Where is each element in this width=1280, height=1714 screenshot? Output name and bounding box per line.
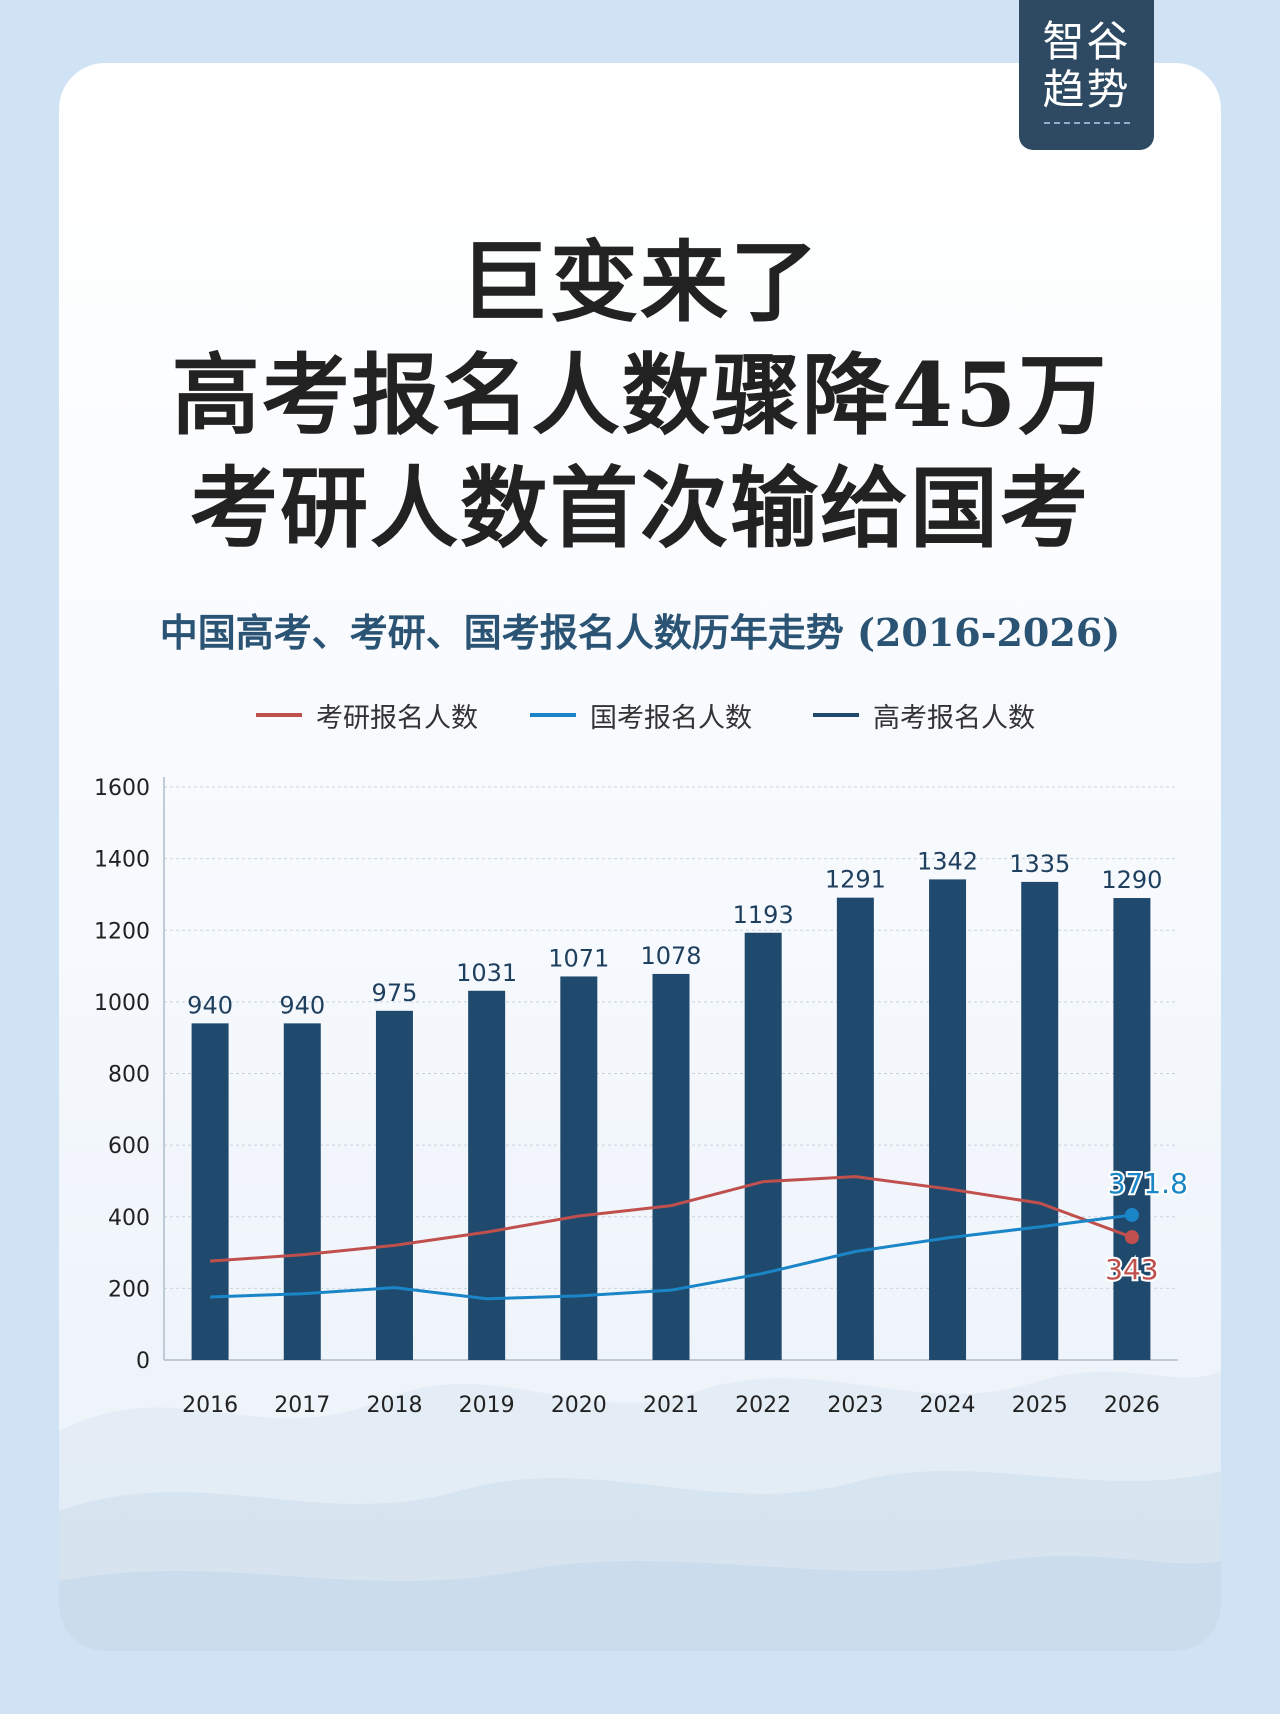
bar-gaokao <box>744 932 782 1360</box>
x-tick-label: 2026 <box>1104 1393 1160 1418</box>
bar-value-label: 940 <box>279 991 325 1019</box>
bar-value-label: 1290 <box>1101 866 1162 894</box>
end-label-kaoyan: 343 <box>1105 1253 1158 1286</box>
line-kaoyan-end-point <box>1124 1230 1139 1245</box>
y-tick-label: 1200 <box>94 919 150 944</box>
legend-item-kaoyan: 考研报名人数 <box>256 695 478 735</box>
headline-line3: 考研人数首次输给国考 <box>189 456 1090 560</box>
legend-item-guokao: 国考报名人数 <box>530 695 752 735</box>
legend-swatch-kaoyan <box>256 713 302 717</box>
brand-line1: 智谷 <box>1042 17 1131 66</box>
end-label-guokao: 371.8 <box>1108 1167 1188 1200</box>
bar-gaokao <box>283 1023 321 1360</box>
bar-value-label: 975 <box>372 979 418 1007</box>
line-guokao <box>210 1213 1133 1301</box>
line-guokao-end-point <box>1124 1207 1139 1222</box>
brand-divider <box>1043 122 1130 124</box>
headline-line2: 高考报名人数骤降45万 <box>171 343 1109 447</box>
bar-value-label: 1335 <box>1009 850 1070 878</box>
chart-title: 中国高考、考研、国考报名人数历年走势 (2016-2026) <box>159 610 1121 655</box>
bar-gaokao <box>652 973 690 1360</box>
bar-gaokao <box>1113 898 1151 1360</box>
mountain-background <box>59 1371 1221 1651</box>
bar-value-label: 1031 <box>456 959 517 987</box>
x-tick-label: 2023 <box>827 1393 883 1418</box>
x-tick-label: 2017 <box>274 1393 330 1418</box>
x-tick-label: 2024 <box>920 1393 976 1418</box>
x-tick-label: 2019 <box>459 1393 515 1418</box>
legend-swatch-gaokao <box>813 713 859 717</box>
bar-value-label: 1078 <box>640 942 701 970</box>
x-tick-label: 2018 <box>366 1393 422 1418</box>
x-tick-label: 2020 <box>551 1393 607 1418</box>
y-tick-label: 1400 <box>94 848 150 873</box>
y-tick-label: 0 <box>136 1349 150 1374</box>
chart-plot: 0 200 400 600 800 1000 1200 1400 1600 940 940 975 10… <box>94 776 1190 1418</box>
bar-value-label: 1193 <box>733 901 794 929</box>
bar-gaokao <box>375 1010 413 1360</box>
y-tick-label: 400 <box>108 1206 150 1231</box>
line-kaoyan <box>209 1175 1133 1263</box>
y-tick-label: 200 <box>108 1277 150 1302</box>
x-tick-label: 2021 <box>643 1393 699 1418</box>
legend-swatch-guokao <box>530 713 576 717</box>
bar-value-label: 1291 <box>825 866 886 894</box>
brand-line2: 趋势 <box>1042 65 1131 114</box>
y-tick-label: 600 <box>108 1134 150 1159</box>
bar-gaokao <box>560 976 598 1360</box>
y-tick-label: 800 <box>108 1063 150 1088</box>
x-tick-label: 2022 <box>735 1393 791 1418</box>
y-tick-label: 1600 <box>94 776 150 801</box>
x-tick-label: 2016 <box>182 1393 238 1418</box>
bar-gaokao <box>1021 881 1059 1360</box>
y-tick-label: 1000 <box>94 991 150 1016</box>
headline-line1: 巨变来了 <box>459 230 820 334</box>
legend-label-kaoyan: 考研报名人数 <box>316 702 478 734</box>
legend-label-guokao: 国考报名人数 <box>590 702 752 734</box>
bar-gaokao <box>836 897 874 1360</box>
bar-gaokao <box>468 990 506 1360</box>
bar-gaokao <box>191 1023 229 1360</box>
brand-logo: 智谷 趋势 <box>1019 0 1154 150</box>
legend-label-gaokao: 高考报名人数 <box>873 702 1035 734</box>
bar-value-label: 1342 <box>917 847 978 875</box>
x-tick-label: 2025 <box>1012 1393 1068 1418</box>
bar-value-label: 1071 <box>548 944 609 972</box>
legend-item-gaokao: 高考报名人数 <box>813 695 1035 735</box>
bar-gaokao <box>929 879 967 1360</box>
poster-card <box>59 63 1221 1651</box>
chart-legend: 考研报名人数 国考报名人数 高考报名人数 <box>0 695 1280 735</box>
bar-value-label: 940 <box>187 991 233 1019</box>
